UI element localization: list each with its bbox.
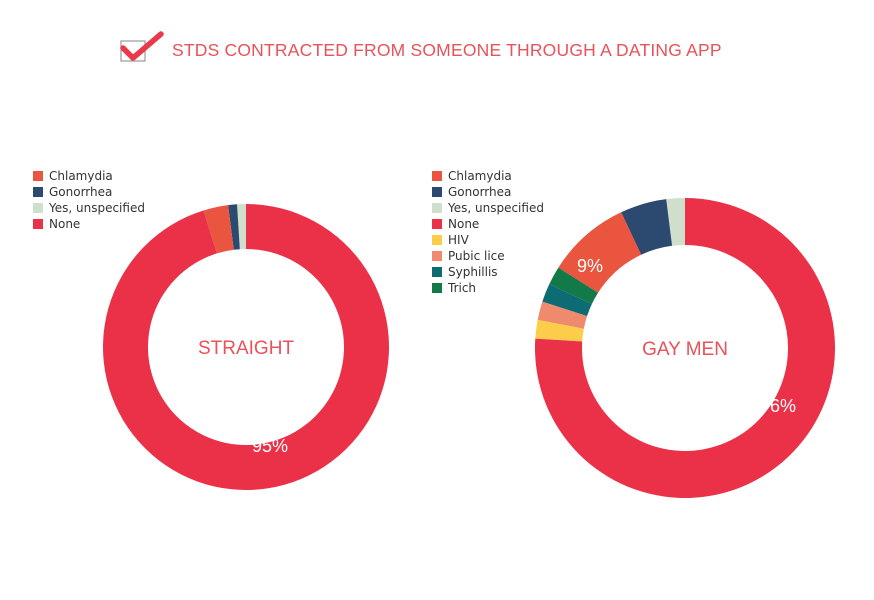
legend-swatch — [432, 219, 442, 229]
gay-men-slice-hiv — [535, 319, 584, 342]
legend-swatch — [33, 203, 43, 213]
legend-swatch — [33, 171, 43, 181]
straight-legend-item-gonorrhea: Gonorrhea — [33, 184, 145, 200]
chart-title: STDS CONTRACTED FROM SOMEONE THROUGH A D… — [172, 39, 722, 60]
legend-label: None — [448, 217, 480, 231]
legend-swatch — [432, 235, 442, 245]
legend-swatch — [432, 203, 442, 213]
checkbox-check-icon — [120, 31, 164, 62]
straight-legend-item-none: None — [33, 216, 145, 232]
legend-label: Gonorrhea — [448, 185, 512, 199]
gay-men-slice-gonorrhea — [621, 199, 673, 255]
legend-label: Chlamydia — [49, 169, 113, 183]
gay-men-data-label-chlamydia: 9% — [577, 256, 603, 276]
legend-label: Syphillis — [448, 265, 498, 279]
gay-men-slice-pubic-lice — [537, 301, 588, 329]
legend-swatch — [432, 267, 442, 277]
gay-men-legend-item-pubic-lice: Pubic lice — [432, 248, 544, 264]
straight-slice-chlamydia — [203, 205, 234, 254]
straight-slice-gonorrhea — [228, 204, 240, 250]
gay-men-legend-item-chlamydia: Chlamydia — [432, 168, 544, 184]
straight-slice-yes-unspecified — [237, 204, 246, 250]
gay-men-legend-item-hiv: HIV — [432, 232, 544, 248]
legend-label: Yes, unspecified — [49, 201, 145, 215]
legend-swatch — [432, 171, 442, 181]
gay-men-slice-syphillis — [542, 284, 592, 317]
gay-men-legend-item-gonorrhea: Gonorrhea — [432, 184, 544, 200]
legend-swatch — [432, 283, 442, 293]
gay-men-center-label: GAY MEN — [642, 339, 728, 360]
gay-men-legend-item-none: None — [432, 216, 544, 232]
legend-label: Gonorrhea — [49, 185, 113, 199]
legend-label: Chlamydia — [448, 169, 512, 183]
legend-swatch — [33, 219, 43, 229]
gay-men-slice-yes-unspecified — [666, 198, 685, 246]
legend-label: Trich — [448, 281, 477, 295]
legend-label: HIV — [448, 233, 469, 247]
straight-data-label-none: 95% — [252, 436, 288, 456]
straight-legend-item-chlamydia: Chlamydia — [33, 168, 145, 184]
legend-label: Yes, unspecified — [448, 201, 544, 215]
legend-swatch — [432, 187, 442, 197]
gay-men-slice-trich — [549, 267, 599, 305]
straight-legend-item-yes-unspecified: Yes, unspecified — [33, 200, 145, 216]
legend-straight: Chlamydia Gonorrhea Yes, unspecified None — [33, 168, 145, 232]
legend-swatch — [33, 187, 43, 197]
straight-slice-none — [103, 204, 390, 490]
gay-men-slice-none — [535, 198, 835, 499]
straight-center-label: STRAIGHT — [198, 338, 294, 359]
gay-men-slice-chlamydia — [558, 212, 642, 293]
legend-gay-men: Chlamydia Gonorrhea Yes, unspecified None HI… — [432, 168, 544, 296]
gay-men-data-label-none: 76% — [760, 396, 796, 416]
legend-swatch — [432, 251, 442, 261]
legend-label: Pubic lice — [448, 249, 505, 263]
gay-men-legend-item-trich: Trich — [432, 280, 544, 296]
legend-label: None — [49, 217, 81, 231]
gay-men-legend-item-syphillis: Syphillis — [432, 264, 544, 280]
title-row: STDS CONTRACTED FROM SOMEONE THROUGH A D… — [118, 30, 722, 70]
gay-men-legend-item-yes-unspecified: Yes, unspecified — [432, 200, 544, 216]
